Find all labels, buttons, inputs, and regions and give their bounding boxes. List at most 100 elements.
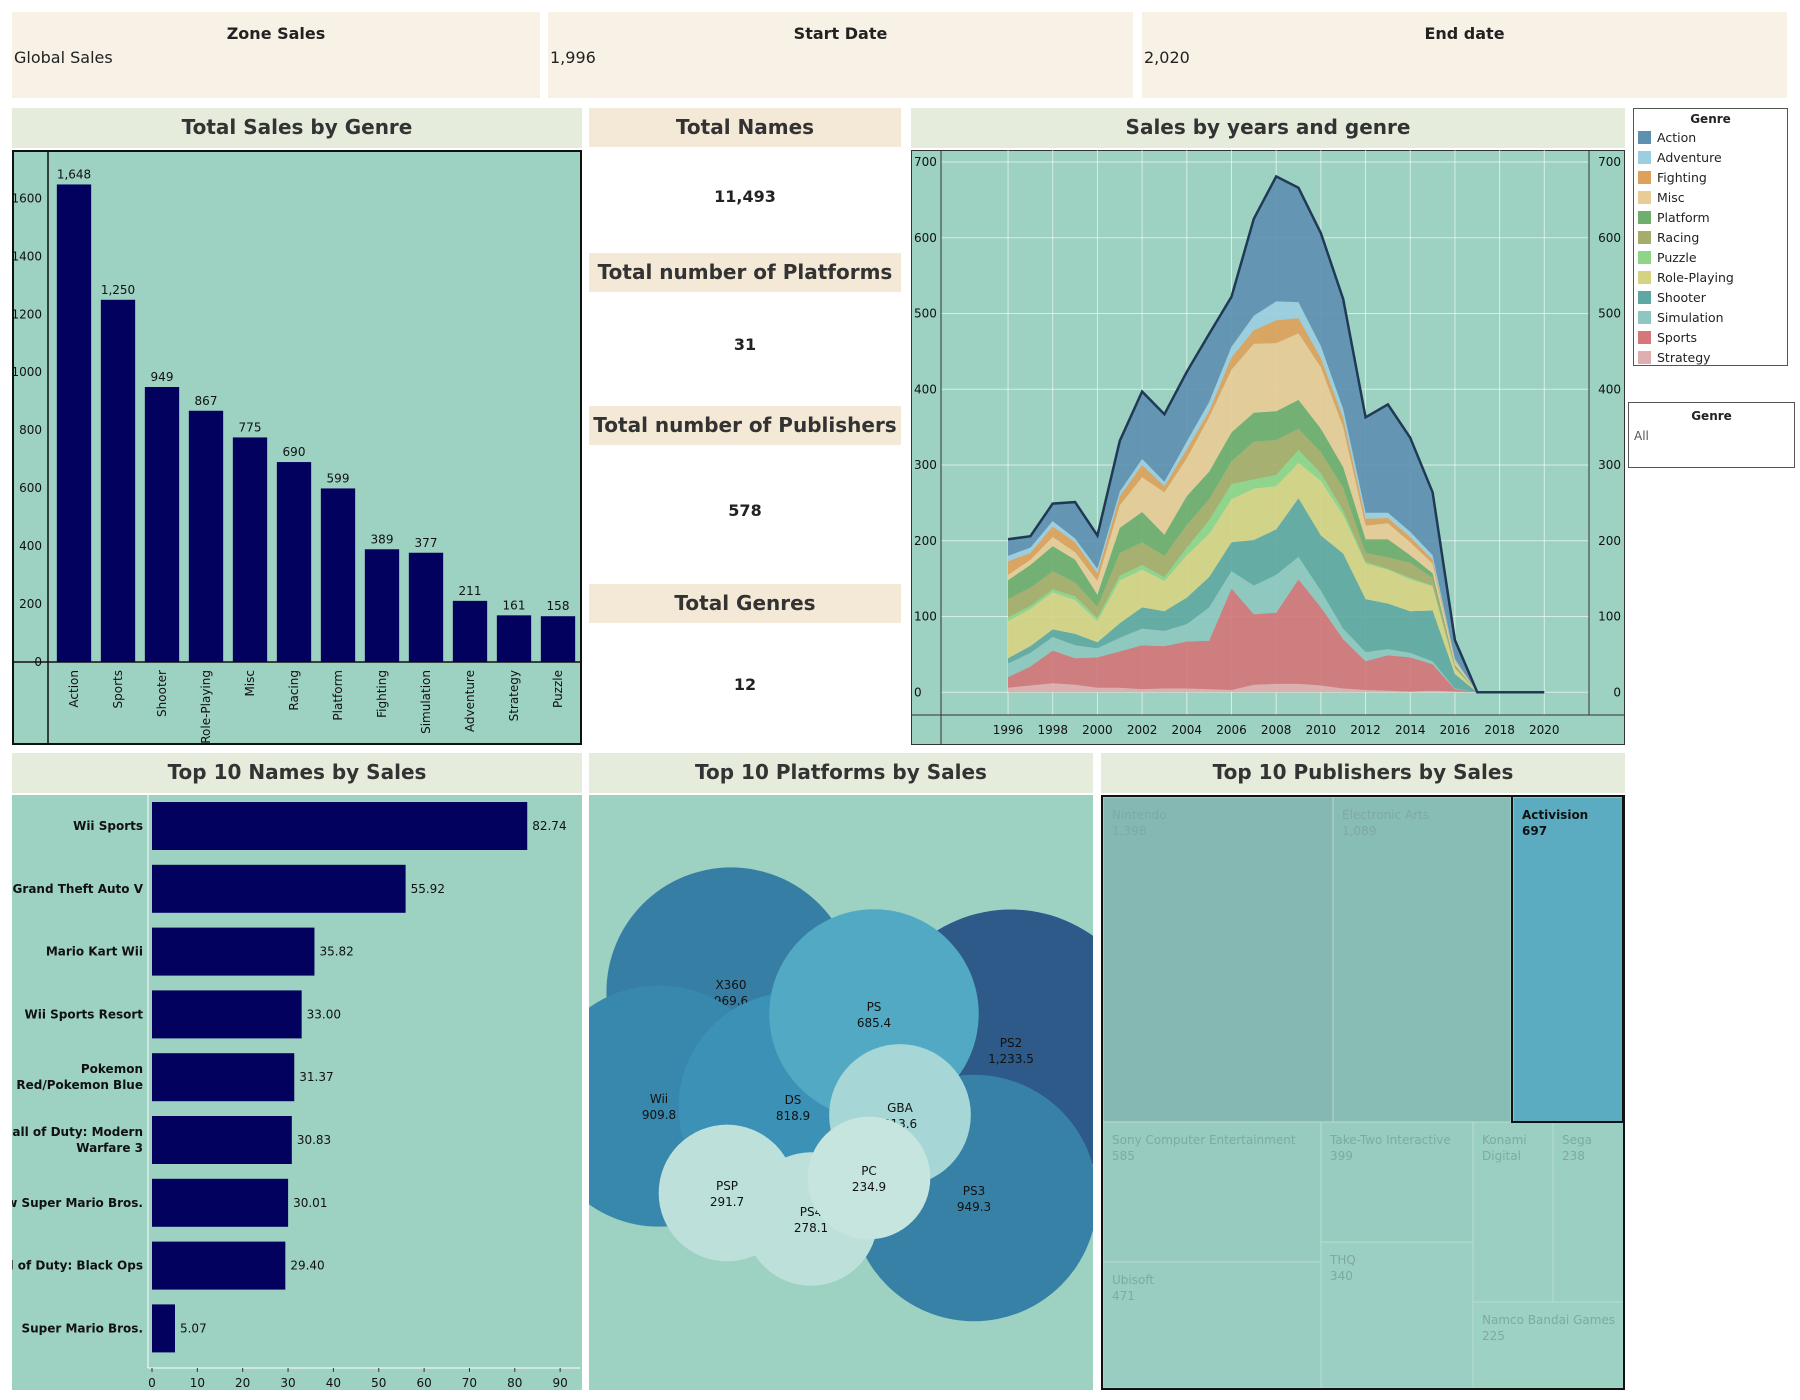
filter-start-date[interactable]: Start Date 1,996: [548, 12, 1133, 98]
treemap-tile: [1102, 796, 1334, 1123]
legend-item[interactable]: Platform: [1638, 209, 1710, 227]
tile-value: 1,398: [1112, 824, 1146, 838]
filter-title: End date: [1424, 24, 1505, 43]
bubble-label: PS3: [963, 1184, 986, 1198]
bubble-label: DS: [785, 1093, 802, 1107]
x-tick-label: 2012: [1350, 723, 1381, 737]
y-tick-label: 400: [914, 382, 937, 396]
area-series-action: [1008, 176, 1545, 693]
x-tick-label: 2016: [1440, 723, 1471, 737]
bar-value-label: 82.74: [532, 819, 566, 833]
x-tick-label: 2014: [1395, 723, 1426, 737]
sales-by-year-area-chart: 0 0 100 100 200 200 300 300 400 400 500 500 600 600 70…: [911, 150, 1625, 745]
tile-value: 471: [1112, 1289, 1135, 1303]
legend-item[interactable]: Puzzle: [1638, 249, 1697, 267]
bubble-value: 909.8: [642, 1108, 676, 1122]
x-tick-label: Racing: [287, 670, 301, 711]
y-tick-label: 1000: [12, 365, 42, 379]
tile-value: 1,089: [1342, 824, 1376, 838]
bar-value-label: 867: [195, 394, 218, 408]
genre-bar: [452, 600, 488, 662]
x-tick-label: 80: [507, 1376, 522, 1390]
tile-label: Sega: [1562, 1133, 1592, 1147]
x-tick-label: 1996: [993, 723, 1024, 737]
genre-bar-chart: 0 200 400 600 800 1000 1200 1400 1600 1,648 Action…: [12, 150, 582, 745]
y-tick-label: Wii Sports: [73, 819, 143, 833]
y-tick-label: Call of Duty: Modern: [12, 1125, 143, 1139]
x-tick-label: 60: [416, 1376, 431, 1390]
y2-tick-label: 100: [1598, 610, 1621, 624]
treemap-tile: [1512, 796, 1625, 1123]
kpi-genres-title: Total Genres: [589, 584, 901, 623]
chart-border: [12, 150, 582, 745]
legend-item[interactable]: Role-Playing: [1638, 269, 1734, 287]
name-bar: [152, 1241, 286, 1290]
name-bar: [152, 990, 302, 1039]
y-tick-label: 600: [914, 231, 937, 245]
legend-item[interactable]: Racing: [1638, 229, 1699, 247]
filter-title: Start Date: [793, 24, 888, 43]
legend-swatch: [1638, 271, 1651, 284]
y-tick-label: 200: [19, 597, 42, 611]
y-tick-label: Mario Kart Wii: [46, 945, 143, 959]
x-tick-label: Puzzle: [551, 670, 565, 708]
bar-value-label: 1,648: [57, 167, 91, 181]
legend-item[interactable]: Simulation: [1638, 309, 1724, 327]
legend-label: Adventure: [1657, 150, 1722, 165]
legend-item[interactable]: Action: [1638, 129, 1696, 147]
legend-item[interactable]: Adventure: [1638, 149, 1722, 167]
genre-filter-value: All: [1634, 429, 1649, 443]
tile-label: Sony Computer Entertainment: [1112, 1133, 1296, 1147]
genre-bar: [540, 616, 576, 662]
bar-value-label: 1,250: [101, 283, 135, 297]
bubble-value: 818.9: [776, 1109, 810, 1123]
x-tick-label: 30: [280, 1376, 295, 1390]
bar-value-label: 211: [459, 584, 482, 598]
treemap-tile: [1472, 1121, 1554, 1303]
top-publishers-treemap: Nintendo 1,398 Electronic Arts 1,089 Activis…: [1101, 795, 1625, 1390]
legend-item[interactable]: Fighting: [1638, 169, 1707, 187]
y-tick-label: 300: [914, 458, 937, 472]
bar-value-label: 377: [415, 536, 438, 550]
tile-value: 340: [1330, 1269, 1353, 1283]
tile-label: Electronic Arts: [1342, 808, 1429, 822]
area-series-simulation: [1008, 556, 1545, 693]
x-tick-label: Misc: [243, 670, 257, 697]
x-tick-label: 2008: [1261, 723, 1292, 737]
treemap-tile: [1332, 796, 1512, 1123]
legend-item[interactable]: Sports: [1638, 329, 1697, 347]
total-outline-line: [1007, 174, 1545, 694]
y-tick-label: Grand Theft Auto V: [13, 882, 144, 896]
y2-tick-label: 400: [1598, 382, 1621, 396]
platform-bubble-pc: [807, 1116, 931, 1240]
tile-label: Take-Two Interactive: [1329, 1133, 1451, 1147]
tile-label: Nintendo: [1112, 808, 1167, 822]
filter-zone-sales[interactable]: Zone Sales Global Sales: [12, 12, 540, 98]
legend-label: Platform: [1657, 210, 1710, 225]
genre-bar: [364, 549, 400, 662]
legend-swatch: [1638, 351, 1651, 364]
filter-end-date[interactable]: End date 2,020: [1142, 12, 1787, 98]
legend-item[interactable]: Shooter: [1638, 289, 1706, 307]
platforms-chart-title: Top 10 Platforms by Sales: [589, 753, 1093, 793]
bar-value-label: 30.01: [293, 1196, 327, 1210]
tile-label: THQ: [1329, 1253, 1356, 1267]
genre-bar: [408, 552, 444, 662]
legend-item[interactable]: Misc: [1638, 189, 1685, 207]
y-tick-label: 400: [19, 539, 42, 553]
bubble-label: Wii: [650, 1092, 668, 1106]
kpi-publishers-title: Total number of Publishers: [589, 406, 901, 445]
legend-swatch: [1638, 251, 1651, 264]
kpi-total-names-title: Total Names: [589, 108, 901, 147]
tile-label: Digital: [1482, 1149, 1521, 1163]
genre-chart-title: Total Sales by Genre: [12, 108, 582, 148]
genre-filter-dropdown[interactable]: Genre All: [1628, 402, 1795, 468]
genre-bar: [100, 299, 136, 662]
bar-value-label: 599: [327, 471, 350, 485]
genre-bar: [56, 184, 92, 663]
filter-value: 2,020: [1144, 48, 1190, 67]
legend-swatch: [1638, 151, 1651, 164]
x-tick-label: Shooter: [155, 670, 169, 717]
legend-item[interactable]: Strategy: [1638, 349, 1711, 367]
filter-value: Global Sales: [14, 48, 113, 67]
